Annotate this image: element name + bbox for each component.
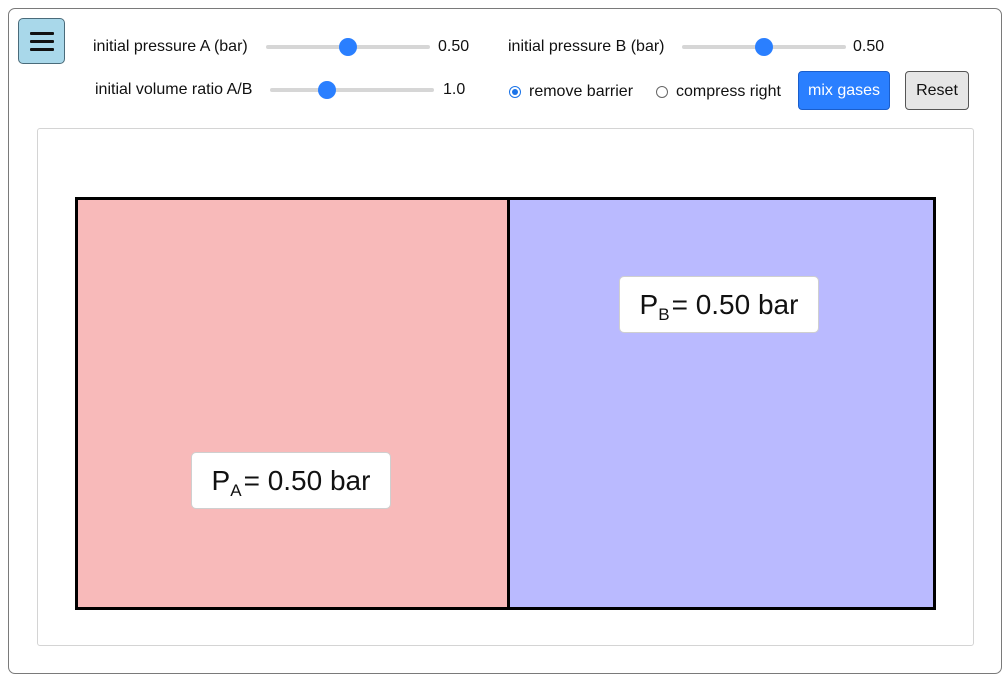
radio-selected-icon[interactable] [509,86,521,98]
pressure-b-slider[interactable] [682,37,846,57]
remove-barrier-radio[interactable]: remove barrier [509,83,633,101]
pressure-symbol: P [639,288,659,320]
volume-ratio-value: 1.0 [443,81,466,98]
pressure-a-reading: = 0.50 bar [243,464,371,496]
slider-thumb[interactable] [318,81,337,99]
slider-thumb[interactable] [339,38,357,56]
hamburger-menu-icon[interactable] [18,18,65,64]
mix-gases-button[interactable]: mix gases [798,71,890,110]
remove-barrier-label: remove barrier [529,83,634,100]
volume-ratio-label: initial volume ratio A/B [95,81,253,98]
compress-right-label: compress right [676,83,781,100]
compress-right-radio[interactable]: compress right [656,83,781,101]
reset-button[interactable]: Reset [905,71,969,110]
slider-thumb[interactable] [755,38,773,56]
pressure-a-value: 0.50 [438,38,470,55]
pressure-b-label: initial pressure B (bar) [508,38,665,55]
chamber-a [78,200,510,607]
volume-ratio-slider[interactable] [270,80,434,100]
pressure-subscript: A [230,480,242,500]
slider-track [270,88,434,92]
pressure-b-value: 0.50 [853,38,885,55]
chamber-b [510,200,933,607]
pressure-a-slider[interactable] [266,37,430,57]
pressure-b-reading: = 0.50 bar [671,288,799,320]
gas-container [75,197,936,610]
pressure-symbol: P [211,464,231,496]
pressure-a-label: initial pressure A (bar) [93,38,248,55]
radio-unselected-icon[interactable] [656,86,668,98]
pressure-subscript: B [658,304,670,324]
